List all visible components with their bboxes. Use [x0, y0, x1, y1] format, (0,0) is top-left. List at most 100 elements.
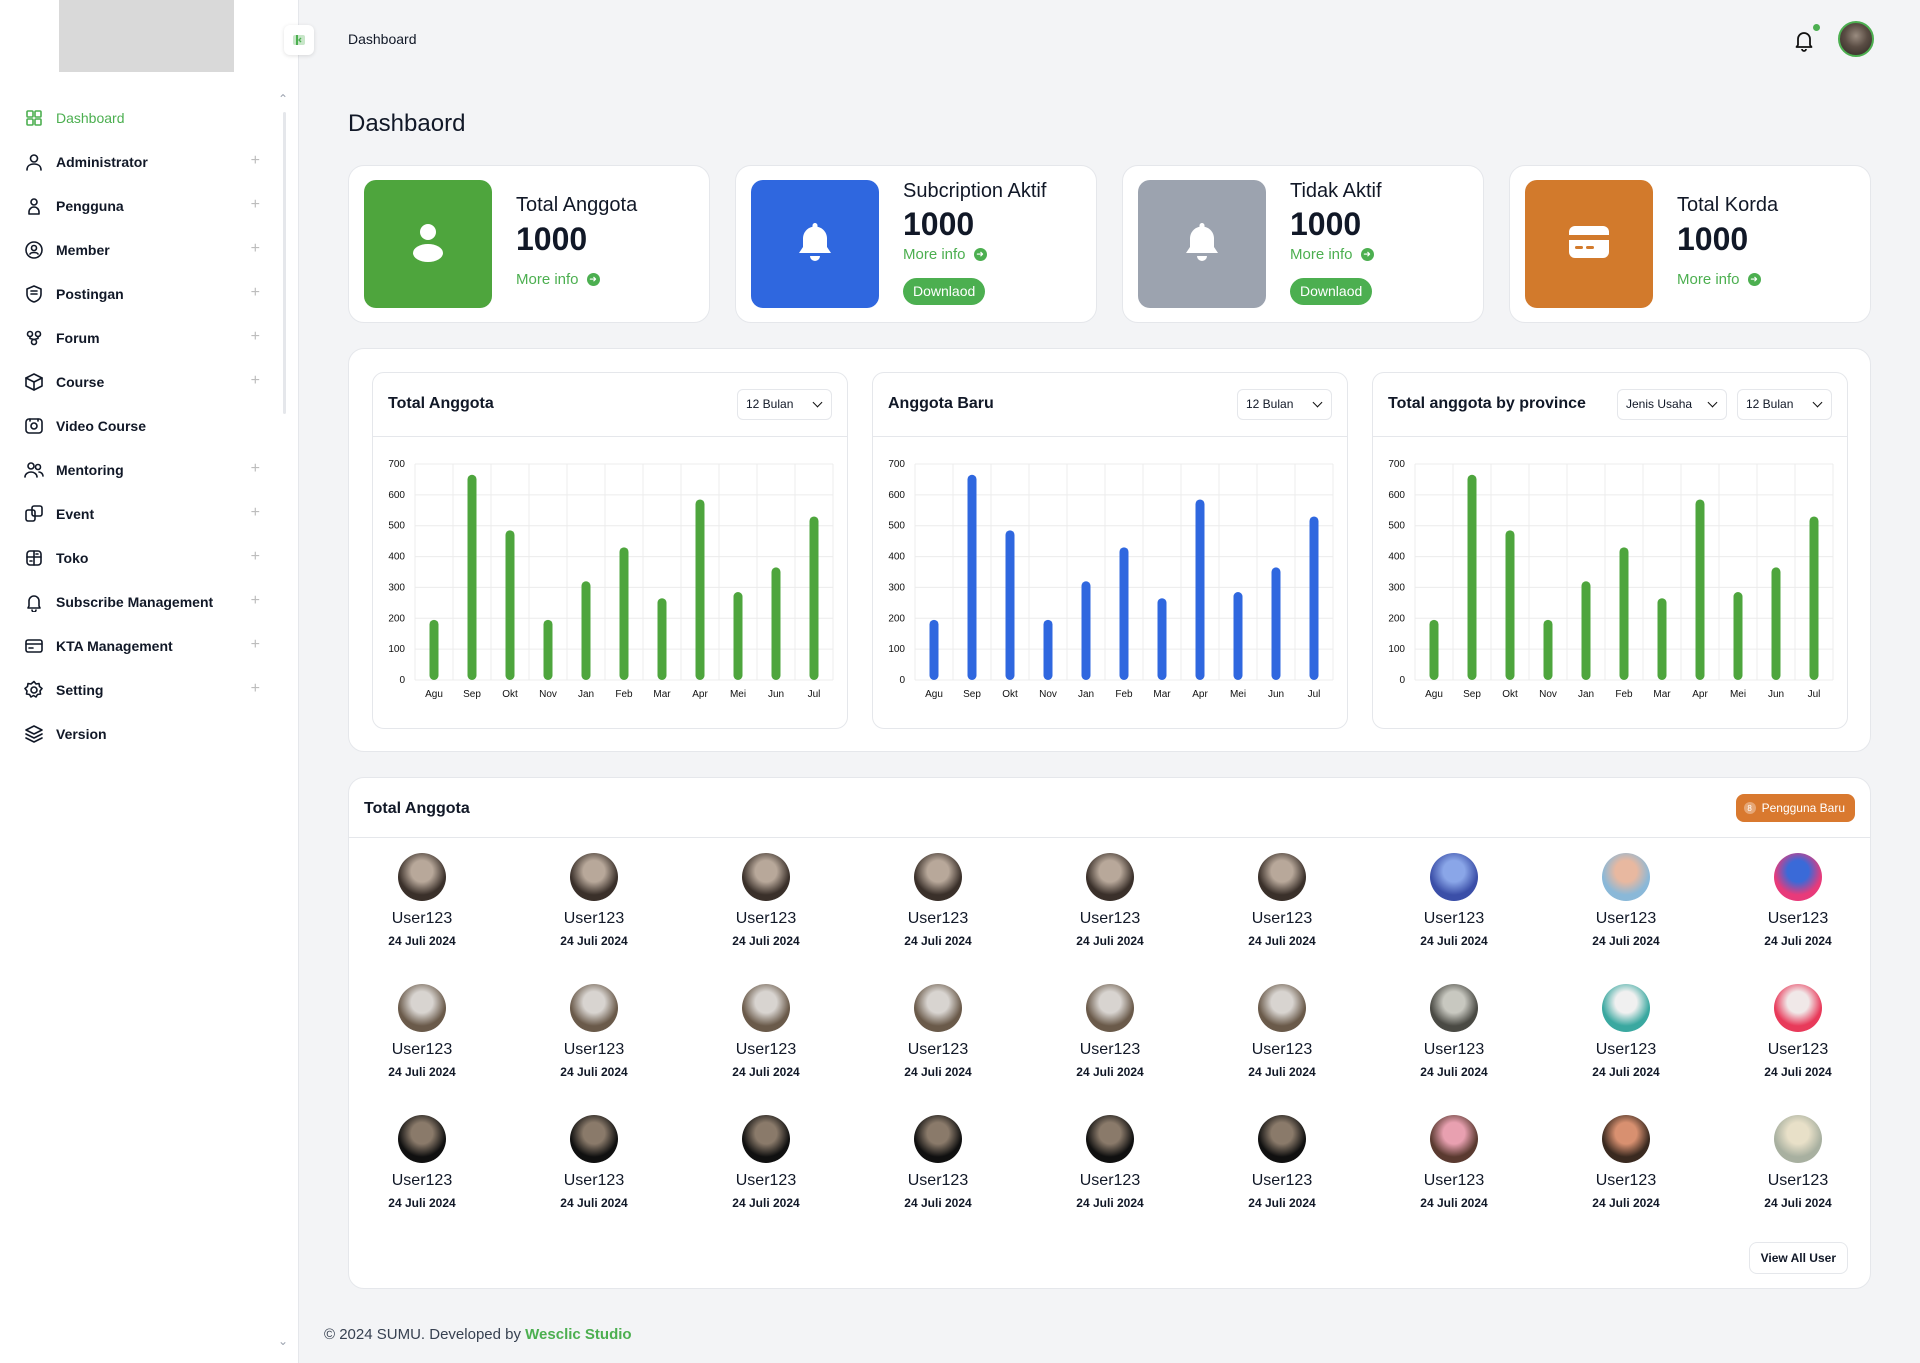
member-card[interactable]: User123 24 Juli 2024: [1050, 853, 1170, 948]
member-card[interactable]: User123 24 Juli 2024: [706, 1115, 826, 1210]
period-select[interactable]: 12 Bulan: [1237, 389, 1332, 420]
bar-agu[interactable]: [929, 619, 939, 680]
bar-mei[interactable]: [1233, 592, 1243, 680]
bar-apr[interactable]: [1195, 499, 1205, 680]
member-card[interactable]: User123 24 Juli 2024: [362, 984, 482, 1079]
expand-plus-icon[interactable]: +: [250, 636, 260, 653]
member-card[interactable]: User123 24 Juli 2024: [534, 853, 654, 948]
member-card[interactable]: User123 24 Juli 2024: [1566, 984, 1686, 1079]
sidebar-item-mentoring[interactable]: Mentoring +: [0, 448, 280, 492]
member-card[interactable]: User123 24 Juli 2024: [878, 853, 998, 948]
profile-avatar[interactable]: [1838, 21, 1874, 57]
sidebar-item-version[interactable]: Version: [0, 712, 280, 756]
scroll-up-icon[interactable]: ⌃: [278, 92, 289, 106]
bar-agu[interactable]: [1429, 619, 1439, 680]
sidebar-item-subscribe-management[interactable]: Subscribe Management +: [0, 580, 280, 624]
bar-jan[interactable]: [1581, 581, 1591, 680]
more-info-link[interactable]: More info ➜: [903, 246, 987, 263]
member-card[interactable]: User123 24 Juli 2024: [1222, 984, 1342, 1079]
bar-jul[interactable]: [1809, 516, 1819, 680]
bar-sep[interactable]: [467, 474, 477, 680]
sidebar-item-member[interactable]: Member +: [0, 228, 280, 272]
member-card[interactable]: User123 24 Juli 2024: [1050, 1115, 1170, 1210]
bar-mar[interactable]: [1657, 598, 1667, 680]
bar-nov[interactable]: [543, 619, 553, 680]
footer-studio-link[interactable]: Wesclic Studio: [525, 1326, 632, 1343]
sidebar-item-dashboard[interactable]: Dashboard: [0, 96, 280, 140]
member-card[interactable]: User123 24 Juli 2024: [706, 984, 826, 1079]
member-card[interactable]: User123 24 Juli 2024: [1394, 1115, 1514, 1210]
expand-plus-icon[interactable]: +: [250, 504, 260, 521]
more-info-link[interactable]: More info ➜: [1290, 246, 1374, 263]
bar-mei[interactable]: [1733, 592, 1743, 680]
member-card[interactable]: User123 24 Juli 2024: [362, 853, 482, 948]
expand-plus-icon[interactable]: +: [250, 240, 260, 257]
expand-plus-icon[interactable]: +: [250, 548, 260, 565]
expand-plus-icon[interactable]: +: [250, 152, 260, 169]
member-card[interactable]: User123 24 Juli 2024: [1738, 853, 1858, 948]
bar-nov[interactable]: [1543, 619, 1553, 680]
expand-plus-icon[interactable]: +: [250, 328, 260, 345]
bar-feb[interactable]: [1619, 547, 1629, 680]
sidebar-item-course[interactable]: Course +: [0, 360, 280, 404]
sidebar-item-event[interactable]: Event +: [0, 492, 280, 536]
member-card[interactable]: User123 24 Juli 2024: [706, 853, 826, 948]
sidebar-item-administrator[interactable]: Administrator +: [0, 140, 280, 184]
bar-jun[interactable]: [771, 567, 781, 680]
member-card[interactable]: User123 24 Juli 2024: [1566, 853, 1686, 948]
member-card[interactable]: User123 24 Juli 2024: [1050, 984, 1170, 1079]
sidebar-collapse-button[interactable]: [284, 25, 314, 55]
member-card[interactable]: User123 24 Juli 2024: [362, 1115, 482, 1210]
bar-okt[interactable]: [1505, 530, 1515, 680]
sidebar-item-setting[interactable]: Setting +: [0, 668, 280, 712]
more-info-link[interactable]: More info ➜: [516, 271, 600, 288]
expand-plus-icon[interactable]: +: [250, 284, 260, 301]
bar-feb[interactable]: [1119, 547, 1129, 680]
bar-jun[interactable]: [1771, 567, 1781, 680]
bar-okt[interactable]: [505, 530, 515, 680]
bar-okt[interactable]: [1005, 530, 1015, 680]
expand-plus-icon[interactable]: +: [250, 460, 260, 477]
bar-jan[interactable]: [581, 581, 591, 680]
member-card[interactable]: User123 24 Juli 2024: [1222, 1115, 1342, 1210]
member-card[interactable]: User123 24 Juli 2024: [1738, 984, 1858, 1079]
member-card[interactable]: User123 24 Juli 2024: [534, 984, 654, 1079]
bar-jul[interactable]: [809, 516, 819, 680]
expand-plus-icon[interactable]: +: [250, 196, 260, 213]
bar-mei[interactable]: [733, 592, 743, 680]
new-users-badge[interactable]: 8 Pengguna Baru: [1735, 794, 1855, 822]
bar-jul[interactable]: [1309, 516, 1319, 680]
bar-mar[interactable]: [657, 598, 667, 680]
sidebar-item-toko[interactable]: Toko +: [0, 536, 280, 580]
member-card[interactable]: User123 24 Juli 2024: [1394, 984, 1514, 1079]
sidebar-item-pengguna[interactable]: Pengguna +: [0, 184, 280, 228]
bar-jan[interactable]: [1081, 581, 1091, 680]
download-button[interactable]: Downlaod: [1290, 278, 1373, 305]
sidebar-item-video-course[interactable]: Video Course: [0, 404, 280, 448]
bar-jun[interactable]: [1271, 567, 1281, 680]
bar-apr[interactable]: [1695, 499, 1705, 680]
scroll-down-icon[interactable]: ⌄: [278, 1334, 289, 1348]
bar-feb[interactable]: [619, 547, 629, 680]
member-card[interactable]: User123 24 Juli 2024: [534, 1115, 654, 1210]
expand-plus-icon[interactable]: +: [250, 680, 260, 697]
period-select[interactable]: 12 Bulan: [737, 389, 832, 420]
member-card[interactable]: User123 24 Juli 2024: [1738, 1115, 1858, 1210]
member-card[interactable]: User123 24 Juli 2024: [1222, 853, 1342, 948]
member-card[interactable]: User123 24 Juli 2024: [878, 984, 998, 1079]
bar-sep[interactable]: [1467, 474, 1477, 680]
bar-apr[interactable]: [695, 499, 705, 680]
expand-plus-icon[interactable]: +: [250, 592, 260, 609]
view-all-users-button[interactable]: View All User: [1748, 1242, 1848, 1274]
sidebar-item-kta-management[interactable]: KTA Management +: [0, 624, 280, 668]
sidebar-item-postingan[interactable]: Postingan +: [0, 272, 280, 316]
more-info-link[interactable]: More info ➜: [1677, 271, 1761, 288]
member-card[interactable]: User123 24 Juli 2024: [878, 1115, 998, 1210]
period-select[interactable]: 12 Bulan: [1737, 389, 1832, 420]
expand-plus-icon[interactable]: +: [250, 372, 260, 389]
bar-nov[interactable]: [1043, 619, 1053, 680]
member-card[interactable]: User123 24 Juli 2024: [1566, 1115, 1686, 1210]
notification-bell-icon[interactable]: [1792, 28, 1816, 52]
sidebar-scrollbar[interactable]: [283, 112, 286, 414]
sidebar-item-forum[interactable]: Forum +: [0, 316, 280, 360]
